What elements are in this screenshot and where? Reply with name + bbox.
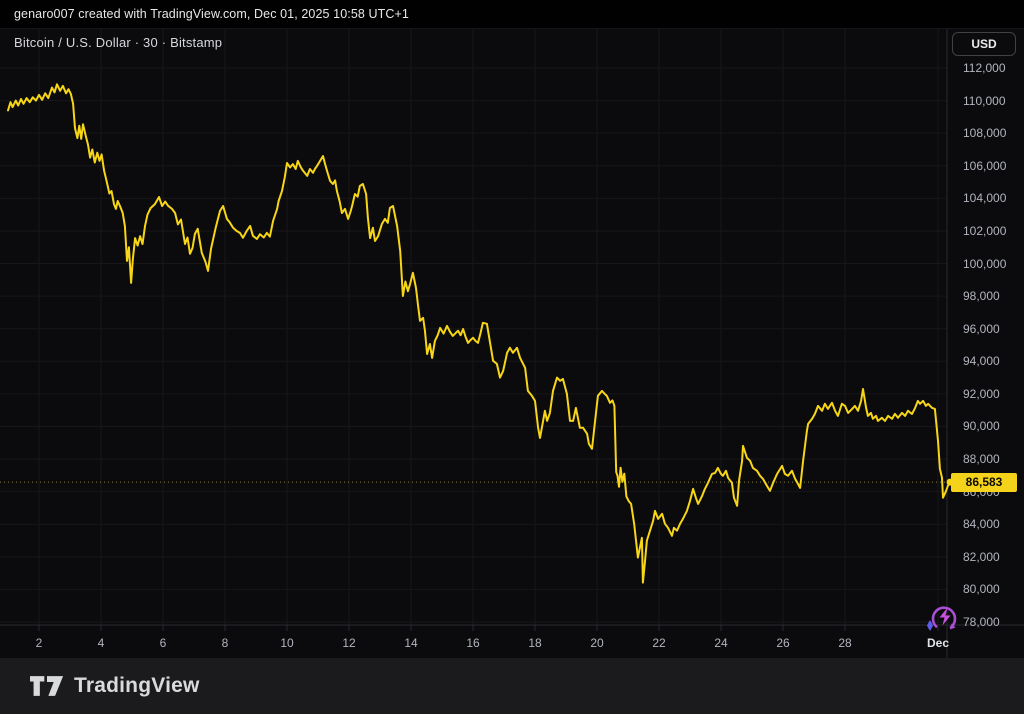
boost-circle-arrow [931, 606, 957, 629]
time-tick-label: 18 [528, 636, 542, 650]
price-chart-canvas[interactable] [0, 29, 1024, 659]
attribution-bar: genaro007 created with TradingView.com, … [0, 0, 1024, 28]
price-tick-label: 112,000 [963, 61, 1006, 75]
boost-spark [927, 620, 933, 631]
price-tick-label: 96,000 [963, 321, 1000, 336]
price-axis[interactable]: 112,000 110,000 108,000 106,000 104,000 102,0… [947, 29, 1024, 629]
price-tick-label: 78,000 [963, 614, 1000, 629]
price-tick-label: 110,000 [963, 93, 1006, 108]
time-tick-label: 14 [404, 636, 418, 650]
currency-toggle-button[interactable]: USD [952, 32, 1016, 56]
price-tick-label: 100,000 [963, 256, 1007, 271]
time-tick-label: 16 [466, 636, 480, 650]
price-tick-label: 80,000 [963, 582, 1000, 597]
price-tick-label: 94,000 [963, 354, 1000, 369]
time-tick-label: 28 [838, 636, 852, 650]
footer-bar: TradingView [0, 658, 1024, 714]
time-tick-label: 6 [159, 636, 167, 650]
time-tick-label: 4 [97, 636, 105, 650]
time-tick-label: 10 [280, 636, 294, 650]
time-tick-label: 26 [776, 636, 790, 650]
price-tick-label: 82,000 [963, 549, 1000, 564]
time-tick-label: 12 [342, 636, 356, 650]
price-tick-label: 98,000 [963, 289, 1000, 304]
price-tick-label: 92,000 [963, 386, 1000, 401]
boost-arrowhead [950, 623, 956, 630]
attribution-text: genaro007 created with TradingView.com, … [14, 7, 409, 21]
tradingview-logo-icon[interactable] [30, 675, 64, 697]
price-tick-label: 108,000 [963, 126, 1007, 141]
boost-bolt [939, 607, 951, 626]
time-tick-label: 22 [652, 636, 666, 650]
tradingview-logo-text[interactable]: TradingView [74, 674, 200, 697]
time-tick-label: 2 [35, 636, 43, 650]
time-tick-label: Dec [926, 636, 950, 650]
time-tick-label: 8 [221, 636, 229, 650]
chart-widget: Bitcoin / U.S. Dollar · 30 · Bitstamp US… [0, 28, 1024, 659]
time-tick-label: 20 [590, 636, 604, 650]
price-tick-label: 102,000 [963, 223, 1007, 238]
boost-flash-icon[interactable] [924, 599, 964, 635]
symbol-title[interactable]: Bitcoin / U.S. Dollar · 30 · Bitstamp [14, 35, 223, 50]
last-price-label: 86,583 [951, 472, 1017, 492]
price-tick-label: 84,000 [963, 517, 1000, 532]
price-tick-label: 88,000 [963, 452, 1000, 467]
price-tick-label: 106,000 [963, 158, 1007, 173]
time-axis[interactable]: 2 4 6 8 10 12 14 16 18 20 22 24 26 28 Dec [0, 625, 1024, 659]
price-line [7, 83, 952, 584]
time-tick-label: 24 [714, 636, 728, 650]
price-tick-label: 104,000 [963, 191, 1007, 206]
price-tick-label: 90,000 [963, 419, 1000, 434]
